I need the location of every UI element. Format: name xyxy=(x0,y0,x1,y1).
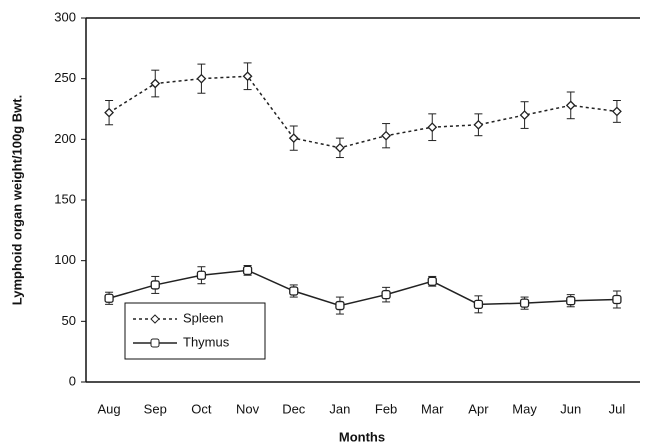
marker xyxy=(242,71,253,82)
series-line xyxy=(108,75,618,149)
marker xyxy=(519,110,530,120)
x-tick-label: Sep xyxy=(144,401,167,416)
marker xyxy=(104,293,114,303)
y-tick-label: 150 xyxy=(54,191,76,206)
x-tick-label: Jun xyxy=(560,401,581,416)
marker xyxy=(289,286,299,296)
y-tick-label: 250 xyxy=(54,70,76,85)
marker xyxy=(381,289,391,300)
marker xyxy=(427,276,437,286)
y-tick-label: 300 xyxy=(54,9,76,24)
marker xyxy=(335,300,345,311)
y-tick-label: 50 xyxy=(62,313,76,328)
marker xyxy=(196,73,207,84)
legend-box xyxy=(124,302,266,360)
marker xyxy=(611,106,622,117)
series-line xyxy=(108,269,617,307)
x-tick-label: Jan xyxy=(329,401,350,416)
x-tick-label: Oct xyxy=(191,401,212,416)
legend-marker xyxy=(150,338,160,348)
marker xyxy=(288,133,299,144)
x-tick-label: Aug xyxy=(98,401,121,416)
marker xyxy=(196,270,207,280)
x-tick-label: Mar xyxy=(421,401,444,416)
legend-label: Spleen xyxy=(183,310,223,325)
marker xyxy=(150,280,160,290)
x-tick-label: Nov xyxy=(236,401,260,416)
marker xyxy=(334,142,345,153)
x-tick-label: May xyxy=(512,401,537,416)
y-tick-label: 200 xyxy=(54,131,76,146)
marker xyxy=(612,294,622,305)
x-axis-title: Months xyxy=(339,429,385,444)
marker xyxy=(427,122,438,133)
marker xyxy=(150,78,161,89)
marker xyxy=(565,100,576,111)
marker xyxy=(566,296,576,306)
marker xyxy=(473,299,484,309)
legend-marker xyxy=(150,314,160,324)
marker xyxy=(242,265,253,276)
marker xyxy=(519,298,530,308)
marker xyxy=(104,107,115,118)
x-tick-label: Jul xyxy=(609,401,626,416)
marker xyxy=(473,119,484,130)
marker xyxy=(381,130,392,141)
y-tick-label: 100 xyxy=(54,252,76,267)
legend-label: Thymus xyxy=(183,334,230,349)
x-tick-label: Feb xyxy=(375,401,397,416)
y-tick-label: 0 xyxy=(69,373,76,388)
x-tick-label: Apr xyxy=(468,401,489,416)
x-tick-label: Dec xyxy=(282,401,306,416)
y-axis-title: Lymphoid organ weight/100g Bwt. xyxy=(9,95,24,305)
